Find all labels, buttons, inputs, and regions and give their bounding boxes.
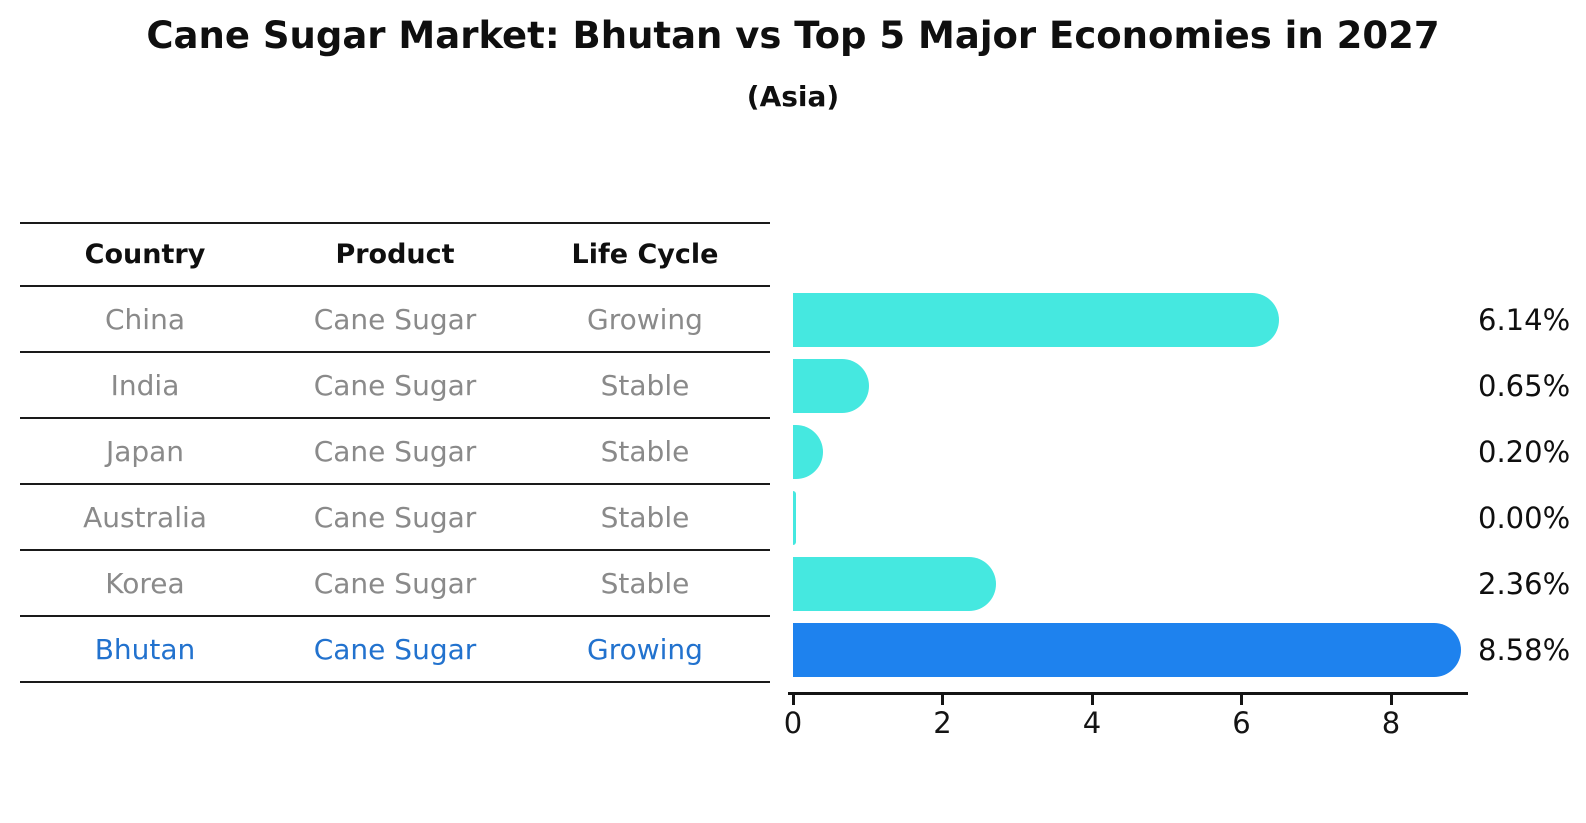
x-tick-label-2: 2 [933, 706, 952, 740]
comparison-table: Country Product Life Cycle China Cane Sug… [20, 222, 770, 683]
x-tick-label-8: 8 [1381, 706, 1401, 740]
cell-product: Cane Sugar [313, 500, 477, 534]
cell-product: Cane Sugar [313, 632, 477, 666]
cell-lifecycle: Stable [600, 434, 690, 468]
x-axis-line [788, 692, 1468, 695]
header-cell-lifecycle: Life Cycle [571, 239, 719, 270]
table-row-korea: Korea Cane Sugar Stable [20, 551, 770, 617]
chart-title: Cane Sugar Market: Bhutan vs Top 5 Major… [146, 14, 1440, 57]
value-label-japan: 0.20% [1478, 435, 1571, 469]
cell-lifecycle: Growing [587, 302, 703, 336]
cell-lifecycle: Stable [600, 566, 690, 600]
value-label-india: 0.65% [1478, 369, 1571, 403]
bar-australia [793, 491, 796, 545]
cell-country: Japan [105, 434, 185, 468]
table-row-china: China Cane Sugar Growing [20, 287, 770, 353]
cell-country: India [110, 368, 180, 402]
table-row-japan: Japan Cane Sugar Stable [20, 419, 770, 485]
value-label-bhutan: 8.58% [1478, 633, 1571, 667]
cell-product: Cane Sugar [313, 566, 477, 600]
cell-country: China [105, 302, 185, 336]
value-label-korea: 2.36% [1478, 567, 1571, 601]
cell-product: Cane Sugar [313, 302, 477, 336]
x-tick-mark-8 [1389, 694, 1393, 705]
x-tick-mark-0 [791, 694, 795, 705]
cell-lifecycle: Stable [600, 368, 690, 402]
x-tick-mark-6 [1240, 694, 1243, 705]
x-tick-mark-4 [1090, 694, 1094, 705]
bar-bhutan [793, 623, 1462, 677]
table-row-india: India Cane Sugar Stable [20, 353, 770, 419]
cell-country: Korea [105, 566, 185, 600]
cell-product: Cane Sugar [313, 434, 477, 468]
bar-korea [793, 557, 997, 611]
value-label-australia: 0.00% [1478, 501, 1571, 535]
x-tick-mark-2 [941, 694, 944, 705]
cell-product: Cane Sugar [313, 368, 477, 402]
bar-china [793, 293, 1279, 347]
x-tick-label-4: 4 [1082, 706, 1102, 740]
table-row-australia: Australia Cane Sugar Stable [20, 485, 770, 551]
bar-india [793, 359, 869, 413]
cell-lifecycle: Growing [587, 632, 703, 666]
value-label-china: 6.14% [1478, 303, 1571, 337]
cell-country: Australia [83, 500, 207, 534]
table-row-bhutan: Bhutan Cane Sugar Growing [20, 617, 770, 683]
cell-lifecycle: Stable [600, 500, 690, 534]
header-cell-country: Country [84, 239, 206, 270]
header-cell-product: Product [335, 239, 455, 270]
cell-country: Bhutan [94, 632, 196, 666]
bar-japan [793, 425, 823, 479]
table-body: China Cane Sugar Growing India Cane Sugar Sta… [20, 287, 770, 683]
table-header-row: Country Product Life Cycle [20, 222, 770, 287]
x-tick-label-0: 0 [783, 706, 803, 740]
x-tick-label-6: 6 [1232, 706, 1251, 740]
chart-subtitle: (Asia) [746, 80, 840, 113]
